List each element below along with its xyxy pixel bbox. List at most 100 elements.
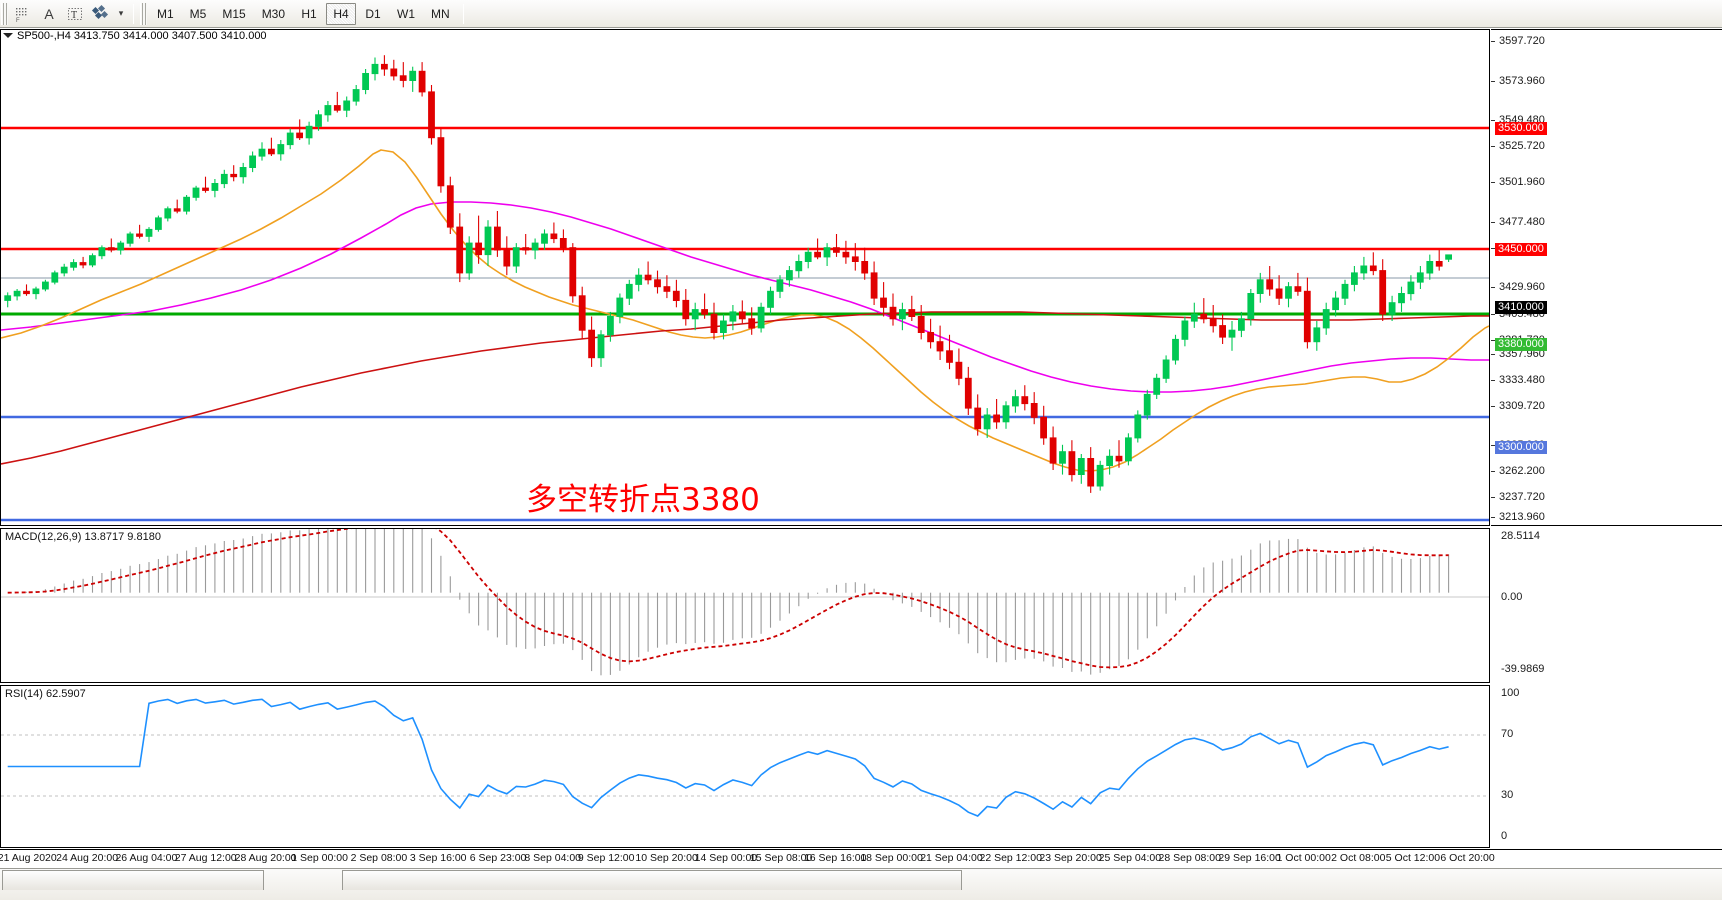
timeframe-m1[interactable]: M1 [157, 6, 174, 21]
price-tick: 3501.960 [1491, 176, 1722, 188]
timeframe-m30[interactable]: M30 [261, 6, 286, 21]
time-axis-label: 1 Oct 00:00 [1276, 852, 1331, 864]
toolbar-grip[interactable] [1, 2, 8, 25]
tick-dash [1491, 379, 1495, 381]
rsi-tick: 70 [1501, 728, 1514, 740]
time-axis-label: 23 Sep 20:00 [1039, 852, 1102, 864]
timeframe-d1[interactable]: D1 [365, 6, 381, 21]
timeframe-m5[interactable]: M5 [189, 6, 207, 21]
rsi-axis: 100 70 30 0 [1491, 685, 1722, 848]
price-tick: 3573.960 [1491, 75, 1722, 87]
tick-label: 3573.960 [1499, 75, 1545, 87]
time-axis-label: 18 Sep 00:00 [860, 852, 923, 864]
dropdown-arrow-glyph: ▾ [118, 8, 124, 18]
price-axis[interactable]: 3597.720 3573.960 3549.480 3525.720 3501… [1491, 29, 1722, 557]
objects-icon[interactable] [88, 2, 114, 26]
tick-dash [1491, 286, 1495, 288]
tick-label: 3477.480 [1499, 216, 1545, 228]
price-tag-3530[interactable]: 3530.000 [1495, 122, 1547, 135]
tick-dash [1491, 80, 1495, 82]
rsi-tick: 100 [1501, 687, 1520, 699]
time-axis-label: 26 Aug 04:00 [115, 852, 178, 864]
macd-canvas [1, 529, 1489, 676]
price-tag-3300[interactable]: 3300.000 [1495, 441, 1547, 454]
timeframe-mn[interactable]: MN [431, 6, 450, 21]
tick-dash [1491, 119, 1495, 121]
time-axis-label: 2 Sep 08:00 [350, 852, 408, 864]
bottom-tab-bar [0, 868, 1722, 900]
price-chart-canvas [1, 55, 1489, 522]
tick-label: 3262.200 [1499, 465, 1545, 477]
price-tag-3380[interactable]: 3380.000 [1495, 338, 1547, 351]
time-axis[interactable]: 21 Aug 2020 24 Aug 20:00 26 Aug 04:00 27 Au… [0, 849, 1722, 867]
tick-label: 3525.720 [1499, 140, 1545, 152]
price-tick: 3213.960 [1491, 511, 1722, 523]
symbol-ohlc-text: SP500-,H4 3413.750 3414.000 3407.500 341… [17, 29, 267, 42]
chart-menu-caret-icon[interactable] [3, 33, 13, 38]
symbol-ohlc-bar: SP500-,H4 3413.750 3414.000 3407.500 341… [0, 29, 1490, 42]
objects-glyph [91, 4, 110, 22]
tick-label: 3333.480 [1499, 374, 1545, 386]
time-axis-label: 6 Oct 20:00 [1440, 852, 1495, 864]
macd-label: MACD(12,26,9) 13.8717 9.8180 [5, 531, 161, 543]
macd-histogram [16, 529, 1450, 676]
tick-label: 3501.960 [1499, 176, 1545, 188]
tick-dash [1491, 470, 1495, 472]
price-tick: 3429.960 [1491, 281, 1722, 293]
time-axis-label: 5 Oct 12:00 [1385, 852, 1441, 864]
time-axis-label: 28 Aug 20:00 [234, 852, 297, 864]
price-chart-panel[interactable]: 多空转折点3380 [0, 29, 1490, 526]
time-axis-label: 15 Sep 08:00 [749, 852, 813, 864]
text-box-icon[interactable]: T [62, 2, 88, 26]
timeframe-grip[interactable] [140, 2, 147, 25]
time-axis-label: 16 Sep 16:00 [803, 852, 867, 864]
tick-label: 3309.720 [1499, 400, 1545, 412]
price-tag-3450[interactable]: 3450.000 [1495, 243, 1547, 256]
price-tick: 3309.720 [1491, 400, 1722, 412]
text-label-icon[interactable]: A [36, 2, 62, 26]
macd-panel[interactable]: MACD(12,26,9) 13.8717 9.8180 [0, 528, 1490, 683]
chart-annotation-text: 多空转折点3380 [526, 482, 760, 518]
timeframe-h4[interactable]: H4 [326, 2, 357, 25]
svg-text:T: T [71, 10, 77, 21]
toolbar-divider-2 [462, 3, 464, 24]
text-box-glyph: T [68, 7, 82, 21]
price-tick: 3597.720 [1491, 35, 1722, 47]
rsi-tick: 30 [1501, 789, 1514, 801]
toolbar-divider-1 [133, 3, 134, 24]
time-axis-label: 24 Aug 20:00 [56, 852, 119, 864]
tick-label: 3237.720 [1499, 491, 1545, 503]
price-tag-current[interactable]: 3410.000 [1495, 301, 1547, 314]
rsi-panel[interactable]: RSI(14) 62.5907 [0, 685, 1490, 848]
price-tick: 3525.720 [1491, 140, 1722, 152]
svg-text:F: F [16, 18, 20, 22]
chart-tab-1[interactable] [2, 870, 264, 890]
price-tick: 3357.960 [1491, 348, 1722, 360]
tick-label: 3357.960 [1499, 348, 1545, 360]
tick-dash [1491, 145, 1495, 147]
tick-dash [1491, 40, 1495, 42]
time-axis-label: 10 Sep 20:00 [635, 852, 698, 864]
macd-tick: 28.5114 [1501, 530, 1540, 542]
timeframe-w1[interactable]: W1 [397, 6, 416, 21]
price-tick: 3262.200 [1491, 465, 1722, 477]
time-axis-label: 21 Aug 2020 [0, 852, 57, 864]
candlestick-series [4, 55, 1452, 493]
time-axis-label: 25 Sep 04:00 [1098, 852, 1162, 864]
timeframe-m15[interactable]: M15 [222, 6, 246, 21]
tick-label: 3213.960 [1499, 511, 1545, 523]
macd-tick: -39.9869 [1501, 663, 1545, 675]
price-tick: 3237.720 [1491, 491, 1722, 503]
ma-orange-line [1, 149, 1489, 472]
crosshair-grid-icon[interactable]: F [10, 2, 36, 26]
rsi-tick: 0 [1501, 830, 1508, 842]
macd-tick: 0.00 [1501, 591, 1523, 603]
timeframe-h1[interactable]: H1 [301, 6, 317, 21]
tick-dash [1491, 496, 1495, 498]
dropdown-arrow-icon[interactable]: ▾ [114, 2, 128, 26]
macd-signal-line [7, 529, 1449, 669]
chart-tab-2[interactable] [342, 870, 962, 890]
time-axis-label: 2 Oct 08:00 [1331, 852, 1386, 864]
macd-axis: 28.5114 0.00 -39.9869 [1491, 528, 1722, 683]
tick-label: 3597.720 [1499, 35, 1545, 47]
